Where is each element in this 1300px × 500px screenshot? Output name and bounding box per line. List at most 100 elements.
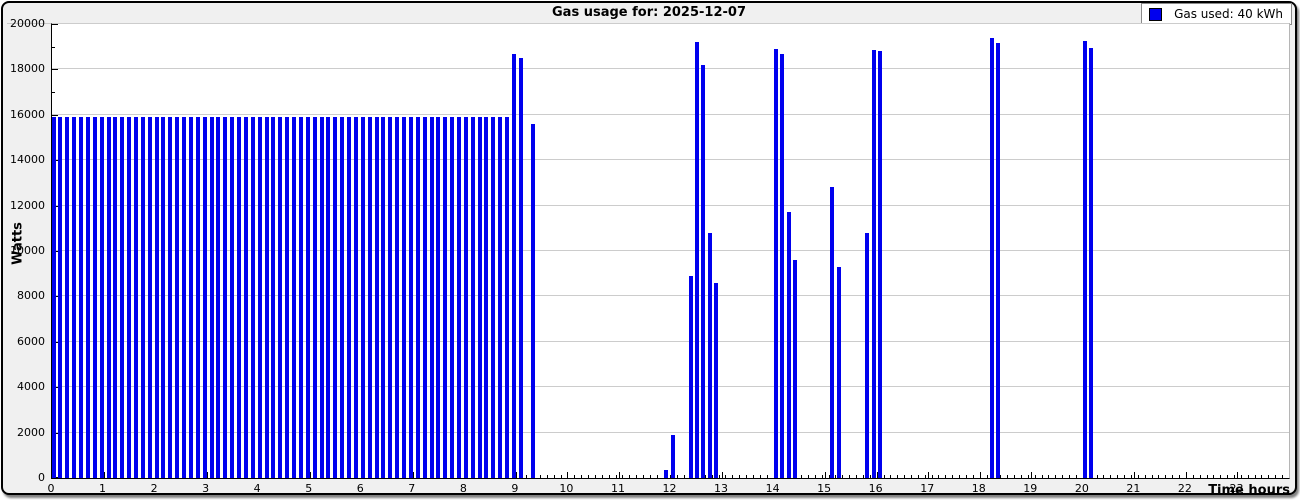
x-minor-tick bbox=[863, 475, 864, 478]
x-tick-label: 11 bbox=[610, 482, 625, 495]
gridline-y-18000 bbox=[52, 68, 1289, 69]
x-minor-tick bbox=[636, 475, 637, 478]
gas-usage-bar bbox=[872, 50, 876, 478]
gas-usage-bar bbox=[278, 117, 282, 478]
x-minor-tick bbox=[897, 475, 898, 478]
x-minor-tick bbox=[1117, 475, 1118, 478]
x-minor-tick bbox=[1055, 475, 1056, 478]
gas-usage-bar bbox=[361, 117, 365, 478]
gas-usage-bar bbox=[491, 117, 495, 478]
x-tick-label: 15 bbox=[817, 482, 832, 495]
gas-usage-bar bbox=[837, 267, 841, 478]
gas-usage-bar bbox=[423, 117, 427, 478]
gas-usage-bar bbox=[787, 212, 791, 478]
gas-usage-bar bbox=[203, 117, 207, 478]
x-major-tick bbox=[104, 472, 105, 478]
x-minor-tick bbox=[1021, 475, 1022, 478]
x-minor-tick bbox=[629, 475, 630, 478]
x-minor-tick bbox=[1000, 475, 1001, 478]
gas-usage-bar bbox=[430, 117, 434, 478]
y-tick-label: 16000 bbox=[10, 107, 45, 121]
gas-usage-bar bbox=[375, 117, 379, 478]
gas-usage-bar bbox=[1089, 48, 1093, 478]
x-minor-tick bbox=[616, 475, 617, 478]
x-minor-tick bbox=[842, 475, 843, 478]
x-minor-tick bbox=[760, 475, 761, 478]
x-minor-tick bbox=[1110, 475, 1111, 478]
gas-usage-bar bbox=[258, 117, 262, 478]
x-major-tick bbox=[1134, 472, 1135, 478]
gas-usage-bar bbox=[320, 117, 324, 478]
x-minor-tick bbox=[767, 475, 768, 478]
gas-usage-bar bbox=[168, 117, 172, 478]
x-minor-tick bbox=[1234, 475, 1235, 478]
x-minor-tick bbox=[1097, 475, 1098, 478]
gas-usage-bar bbox=[141, 117, 145, 478]
gas-usage-bar bbox=[695, 42, 699, 478]
gas-usage-bar bbox=[512, 54, 516, 478]
x-minor-tick bbox=[822, 475, 823, 478]
gas-usage-bar bbox=[531, 124, 535, 478]
gas-usage-bar bbox=[306, 117, 310, 478]
plot-area bbox=[51, 23, 1290, 479]
x-tick-label: 7 bbox=[408, 482, 416, 495]
gas-usage-bar bbox=[865, 233, 869, 478]
y-tick bbox=[52, 92, 55, 93]
x-minor-tick bbox=[1014, 475, 1015, 478]
gas-usage-bar bbox=[689, 276, 693, 478]
x-tick-label: 1 bbox=[99, 482, 107, 495]
x-tick-label: 4 bbox=[253, 482, 261, 495]
gas-usage-bar bbox=[244, 117, 248, 478]
gas-usage-bar bbox=[701, 65, 705, 478]
x-minor-tick bbox=[1076, 475, 1077, 478]
x-tick-label: 16 bbox=[868, 482, 883, 495]
x-minor-tick bbox=[1193, 475, 1194, 478]
x-tick-label: 8 bbox=[459, 482, 467, 495]
gas-usage-bar bbox=[216, 117, 220, 478]
x-minor-tick bbox=[602, 475, 603, 478]
x-minor-tick bbox=[1268, 475, 1269, 478]
chart-title: Gas usage for: 2025-12-07 bbox=[552, 5, 746, 20]
gas-usage-bar bbox=[347, 117, 351, 478]
gas-usage-bar bbox=[182, 117, 186, 478]
gas-usage-bar bbox=[340, 117, 344, 478]
x-minor-tick bbox=[1048, 475, 1049, 478]
gas-usage-bar bbox=[498, 117, 502, 478]
x-minor-tick bbox=[1131, 475, 1132, 478]
x-minor-tick bbox=[890, 475, 891, 478]
gridline-y-8000 bbox=[52, 295, 1289, 296]
gridline-y-2000 bbox=[52, 432, 1289, 433]
x-tick-label: 12 bbox=[662, 482, 677, 495]
x-minor-tick bbox=[1255, 475, 1256, 478]
x-minor-tick bbox=[815, 475, 816, 478]
gas-usage-bar bbox=[443, 117, 447, 478]
y-tick-label: 20000 bbox=[10, 17, 45, 30]
gas-usage-bar bbox=[464, 117, 468, 478]
y-tick bbox=[52, 47, 55, 48]
gas-usage-bar bbox=[990, 38, 994, 478]
y-tick-label: 2000 bbox=[17, 425, 45, 439]
x-minor-tick bbox=[1261, 475, 1262, 478]
x-minor-tick bbox=[1103, 475, 1104, 478]
gas-usage-bar bbox=[333, 117, 337, 478]
x-minor-tick bbox=[1200, 475, 1201, 478]
x-major-tick bbox=[877, 472, 878, 478]
gas-usage-bar bbox=[326, 117, 330, 478]
gas-usage-bar bbox=[79, 117, 83, 478]
x-minor-tick bbox=[849, 475, 850, 478]
x-minor-tick bbox=[856, 475, 857, 478]
x-minor-tick bbox=[1241, 475, 1242, 478]
gridline-y-16000 bbox=[52, 114, 1289, 115]
x-major-tick bbox=[928, 472, 929, 478]
x-minor-tick bbox=[966, 475, 967, 478]
gas-usage-bar bbox=[664, 470, 668, 478]
x-minor-tick bbox=[609, 475, 610, 478]
gas-usage-bar bbox=[299, 117, 303, 478]
x-minor-tick bbox=[677, 475, 678, 478]
gas-usage-bar bbox=[471, 117, 475, 478]
x-minor-tick bbox=[1282, 475, 1283, 478]
x-minor-tick bbox=[884, 475, 885, 478]
x-tick-label: 19 bbox=[1023, 482, 1038, 495]
x-minor-tick bbox=[554, 475, 555, 478]
y-tick bbox=[52, 115, 58, 116]
